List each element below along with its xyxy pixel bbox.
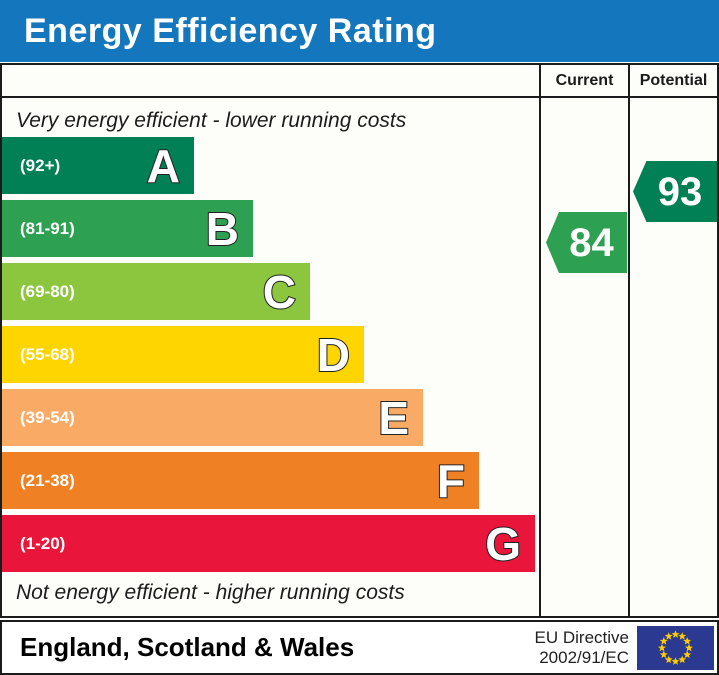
current-column: Current bbox=[541, 65, 630, 616]
band-letter: G bbox=[484, 517, 522, 570]
bands-list: (92+) A (81-91) B (69-80) C bbox=[2, 137, 539, 572]
bands-column: Very energy efficient - lower running co… bbox=[2, 65, 541, 616]
band-letter: E bbox=[377, 391, 410, 444]
band-bar-e: (39-54) E bbox=[2, 389, 423, 446]
band-row-a: (92+) A bbox=[2, 137, 539, 194]
band-letter: F bbox=[436, 454, 466, 507]
band-range-label: (39-54) bbox=[20, 407, 75, 427]
caption-bottom: Not energy efficient - higher running co… bbox=[16, 581, 405, 604]
band-range-label: (92+) bbox=[20, 155, 61, 175]
band-row-d: (55-68) D bbox=[2, 326, 539, 383]
band-letter: D bbox=[316, 328, 351, 381]
band-bar-f: (21-38) F bbox=[2, 452, 479, 509]
eu-directive-line2: 2002/91/EC bbox=[539, 647, 629, 667]
band-bar-d: (55-68) D bbox=[2, 326, 364, 383]
band-range-label: (81-91) bbox=[20, 218, 75, 238]
band-range-label: (69-80) bbox=[20, 281, 75, 301]
band-row-e: (39-54) E bbox=[2, 389, 539, 446]
current-rating-value: 84 bbox=[569, 220, 614, 265]
band-row-g: (1-20) G bbox=[2, 515, 539, 572]
band-bar-g: (1-20) G bbox=[2, 515, 535, 572]
potential-rating-arrow: 93 bbox=[633, 161, 717, 222]
band-bar-b: (81-91) B bbox=[2, 200, 253, 257]
title-bar: Energy Efficiency Rating bbox=[0, 0, 719, 62]
band-bar-c: (69-80) C bbox=[2, 263, 310, 320]
eu-directive-text: EU Directive 2002/91/EC bbox=[535, 628, 629, 668]
band-row-f: (21-38) F bbox=[2, 452, 539, 509]
band-range-label: (21-38) bbox=[20, 470, 75, 490]
potential-column: Potential bbox=[630, 65, 717, 616]
current-rating-arrow: 84 bbox=[546, 212, 627, 273]
current-column-header: Current bbox=[541, 65, 628, 98]
band-range-label: (1-20) bbox=[20, 533, 66, 553]
page-title: Energy Efficiency Rating bbox=[24, 11, 437, 50]
band-letter: B bbox=[205, 202, 240, 255]
eu-flag-icon bbox=[637, 625, 714, 670]
band-letter: A bbox=[146, 139, 181, 192]
eu-directive-line1: EU Directive bbox=[534, 627, 629, 647]
band-row-c: (69-80) C bbox=[2, 263, 539, 320]
bands-column-header bbox=[2, 65, 539, 98]
footer-bar: England, Scotland & Wales EU Directive 2… bbox=[0, 620, 719, 675]
potential-column-header: Potential bbox=[630, 65, 717, 98]
region-label: England, Scotland & Wales bbox=[20, 632, 355, 662]
caption-top: Very energy efficient - lower running co… bbox=[16, 109, 407, 132]
band-range-label: (55-68) bbox=[20, 344, 75, 364]
band-letter: C bbox=[262, 265, 297, 318]
band-row-b: (81-91) B bbox=[2, 200, 539, 257]
potential-rating-value: 93 bbox=[657, 169, 703, 214]
band-bar-a: (92+) A bbox=[2, 137, 194, 194]
rating-table: Very energy efficient - lower running co… bbox=[0, 63, 719, 618]
